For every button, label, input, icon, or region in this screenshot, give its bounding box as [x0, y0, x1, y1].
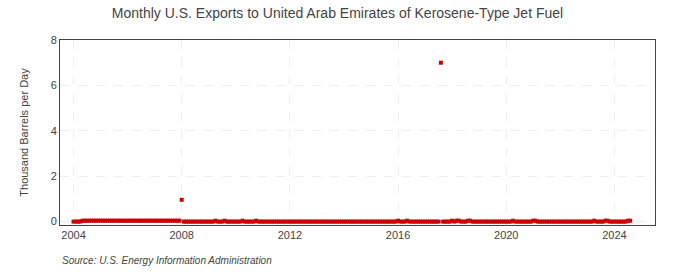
svg-text:Monthly U.S. Exports to United: Monthly U.S. Exports to United Arab Emir… — [112, 5, 563, 21]
svg-text:2: 2 — [51, 170, 57, 182]
svg-text:2008: 2008 — [169, 229, 193, 241]
svg-text:4: 4 — [51, 125, 57, 137]
svg-text:2020: 2020 — [494, 229, 518, 241]
svg-text:6: 6 — [51, 79, 57, 91]
svg-text:8: 8 — [51, 34, 57, 46]
svg-text:2004: 2004 — [61, 229, 85, 241]
svg-text:Thousand Barrels per Day: Thousand Barrels per Day — [18, 68, 30, 197]
svg-text:2016: 2016 — [386, 229, 410, 241]
svg-text:0: 0 — [51, 215, 57, 227]
svg-text:2012: 2012 — [278, 229, 302, 241]
svg-text:2024: 2024 — [602, 229, 626, 241]
svg-text:Source: U.S. Energy Informatio: Source: U.S. Energy Information Administ… — [62, 255, 272, 266]
